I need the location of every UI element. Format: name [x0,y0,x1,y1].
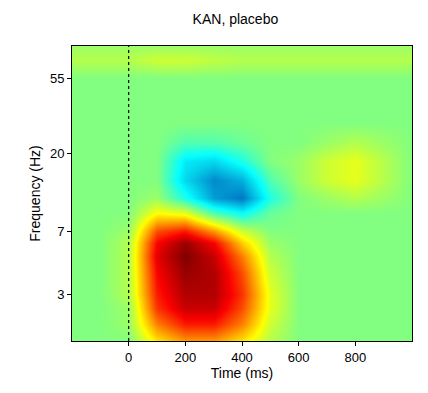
svg-text:0: 0 [125,350,132,365]
svg-text:3: 3 [57,287,64,302]
svg-text:KAN, placebo: KAN, placebo [193,11,279,27]
svg-text:20: 20 [50,146,64,161]
svg-text:400: 400 [231,350,253,365]
svg-text:Frequency (Hz): Frequency (Hz) [27,145,43,241]
svg-text:800: 800 [344,350,366,365]
svg-text:7: 7 [57,224,64,239]
svg-text:Time (ms): Time (ms) [211,365,273,381]
svg-text:600: 600 [288,350,310,365]
svg-text:55: 55 [50,71,64,86]
svg-text:200: 200 [174,350,196,365]
